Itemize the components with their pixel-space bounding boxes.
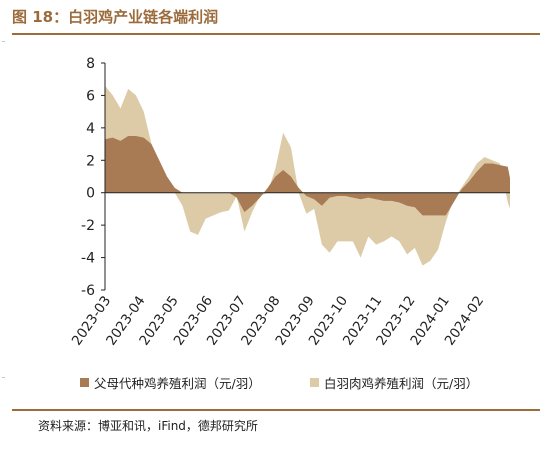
y-tick-label: -6 [81, 283, 95, 299]
legend-swatch-broiler [310, 377, 319, 387]
chart-legend: 父母代种鸡养殖利润（元/羽） 白羽肉鸡养殖利润（元/羽） [0, 372, 552, 392]
area-chart: -6-4-2024682023-032023-042023-052023-062… [69, 56, 510, 348]
y-tick-label: -2 [81, 218, 95, 234]
figure-title: 图 18：白羽鸡产业链各端利润 [12, 8, 219, 26]
legend-label-parent-breeder: 父母代种鸡养殖利润（元/羽） [94, 375, 261, 391]
series-area-parent-breeder [105, 135, 510, 216]
legend-label-broiler: 白羽肉鸡养殖利润（元/羽） [324, 375, 479, 391]
figure-header: 图 18：白羽鸡产业链各端利润 [12, 6, 218, 28]
legend-item-parent-breeder: 父母代种鸡养殖利润（元/羽） [80, 372, 261, 392]
legend-swatch-parent-breeder [80, 377, 89, 387]
y-tick-label: 2 [86, 153, 95, 169]
top-rule [12, 33, 540, 35]
series-area-broiler [105, 85, 510, 266]
y-tick-label: 8 [86, 56, 95, 72]
y-tick-label: -4 [81, 251, 95, 267]
legend-item-broiler: 白羽肉鸡养殖利润（元/羽） [310, 372, 478, 392]
y-tick-label: 0 [86, 186, 95, 202]
source-note: 资料来源：博亚和讯，iFind，德邦研究所 [38, 419, 258, 433]
bottom-rule [12, 409, 540, 411]
edge-tick-mark [2, 41, 5, 42]
edge-tick-mark [2, 377, 5, 378]
y-tick-label: 6 [86, 88, 95, 104]
y-tick-label: 4 [86, 121, 95, 137]
